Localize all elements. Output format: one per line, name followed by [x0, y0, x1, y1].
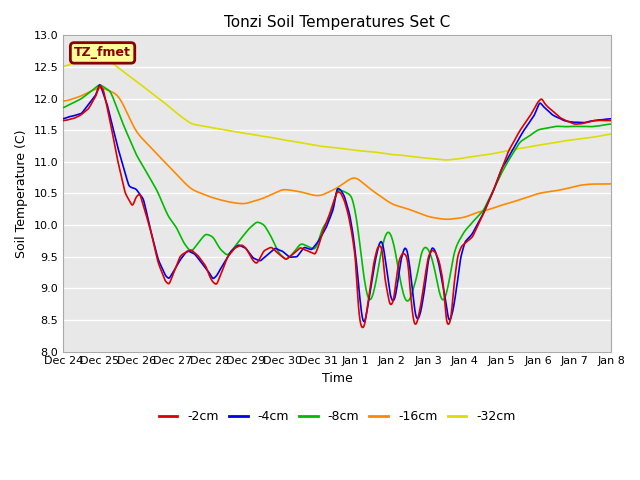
- Legend: -2cm, -4cm, -8cm, -16cm, -32cm: -2cm, -4cm, -8cm, -16cm, -32cm: [154, 405, 521, 428]
- Text: TZ_fmet: TZ_fmet: [74, 47, 131, 60]
- Title: Tonzi Soil Temperatures Set C: Tonzi Soil Temperatures Set C: [224, 15, 450, 30]
- X-axis label: Time: Time: [322, 372, 353, 385]
- Y-axis label: Soil Temperature (C): Soil Temperature (C): [15, 129, 28, 258]
